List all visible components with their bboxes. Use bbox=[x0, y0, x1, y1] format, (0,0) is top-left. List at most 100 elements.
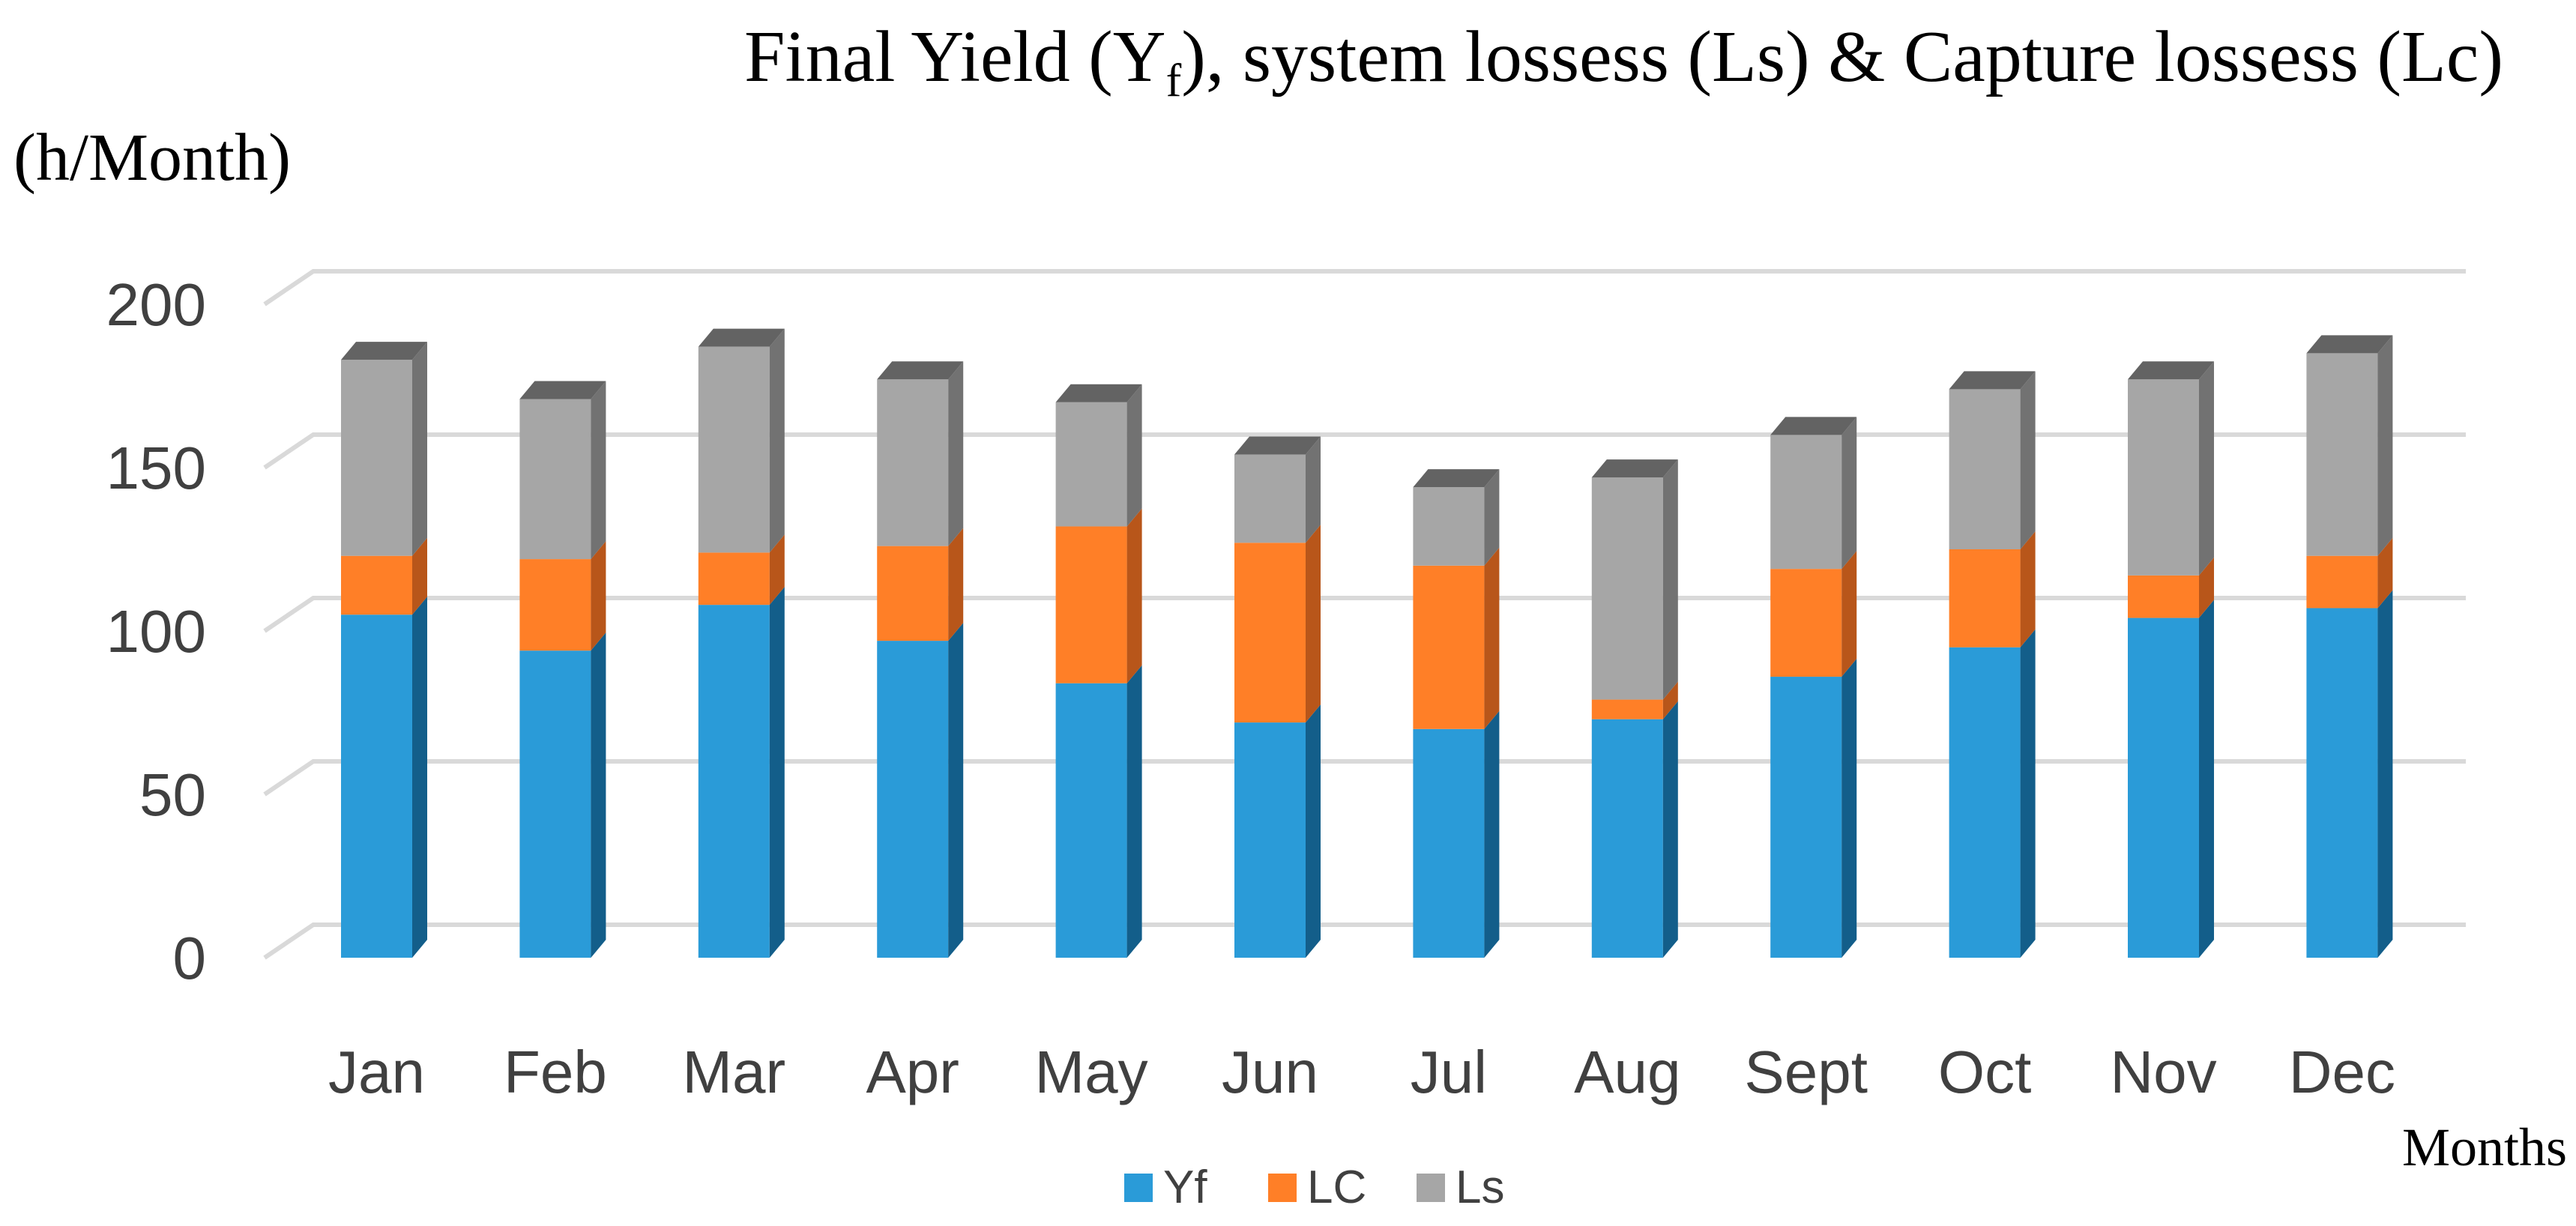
bar-segment-lc bbox=[877, 546, 949, 641]
bar-stack bbox=[341, 342, 427, 958]
bar-side-lc bbox=[2199, 557, 2214, 618]
bar-side-ls bbox=[948, 361, 964, 546]
bar-segment-yf bbox=[1413, 728, 1485, 958]
bar-segment-yf bbox=[2306, 608, 2378, 958]
bar-segment-yf bbox=[877, 641, 949, 958]
bar-side-yf bbox=[1306, 704, 1321, 958]
bar-stack bbox=[1055, 384, 1142, 958]
bar-segment-ls bbox=[1949, 389, 2021, 549]
bar-side-yf bbox=[2020, 629, 2036, 958]
y-axis-ticks: 0 50 100 150 200 bbox=[106, 271, 206, 991]
bar-segment-ls bbox=[341, 360, 412, 556]
legend-swatch-yf bbox=[1124, 1174, 1153, 1202]
bar-segment-lc bbox=[698, 552, 770, 606]
bar-segment-ls bbox=[1234, 454, 1306, 543]
x-tick-label: Mar bbox=[682, 1039, 785, 1105]
legend: Yf LC Ls bbox=[1124, 1162, 1504, 1213]
gridline bbox=[263, 596, 2466, 633]
x-tick-label: Oct bbox=[1938, 1039, 2031, 1105]
bar-side-lc bbox=[1306, 525, 1321, 723]
bar-stack bbox=[2306, 335, 2393, 958]
legend-swatch-lc bbox=[1268, 1174, 1297, 1202]
bar-side-lc bbox=[948, 528, 964, 641]
chart-title-subscript: f bbox=[1166, 55, 1182, 106]
bar-side-yf bbox=[948, 623, 964, 958]
bar-side-lc bbox=[1662, 681, 1678, 719]
bar-segment-ls bbox=[1770, 435, 1842, 570]
bar-side-yf bbox=[1484, 710, 1500, 958]
bar-stack bbox=[1949, 371, 2036, 958]
x-tick-label: Feb bbox=[504, 1039, 607, 1105]
bar-stack bbox=[2128, 361, 2214, 958]
x-tick-label: Dec bbox=[2289, 1039, 2395, 1105]
bar-stack bbox=[877, 361, 964, 958]
bar-segment-ls bbox=[519, 399, 591, 560]
bar-side-yf bbox=[1841, 659, 1857, 958]
bar-side-yf bbox=[2377, 590, 2393, 958]
gridline bbox=[263, 759, 2466, 797]
x-tick-label: Aug bbox=[1574, 1039, 1680, 1105]
bar-side-ls bbox=[2020, 371, 2036, 549]
bar-top bbox=[2306, 335, 2393, 354]
bar-segment-yf bbox=[1591, 719, 1663, 958]
bar-top bbox=[341, 342, 427, 360]
bar-segment-lc bbox=[1591, 699, 1663, 719]
bar-segment-ls bbox=[1591, 477, 1663, 700]
bar-side-yf bbox=[1126, 665, 1142, 958]
y-axis-label: (h/Month) bbox=[13, 121, 291, 195]
bar-segment-lc bbox=[2128, 575, 2199, 618]
x-tick-label: Sept bbox=[1744, 1039, 1868, 1105]
bar-side-ls bbox=[2377, 335, 2393, 556]
bar-side-lc bbox=[1126, 508, 1142, 683]
bar-segment-yf bbox=[1055, 683, 1127, 958]
bar-segment-ls bbox=[2128, 379, 2199, 576]
bar-segment-ls bbox=[1413, 487, 1485, 566]
gridline bbox=[263, 922, 2466, 960]
bar-side-ls bbox=[769, 328, 785, 553]
bar-side-yf bbox=[591, 632, 606, 958]
x-tick-label: Jun bbox=[1222, 1039, 1318, 1105]
gridline bbox=[263, 269, 2466, 306]
bar-segment-yf bbox=[1234, 722, 1306, 958]
bar-segment-ls bbox=[2306, 353, 2378, 556]
bar-top bbox=[1234, 436, 1321, 455]
bar-side-lc bbox=[2377, 537, 2393, 609]
bar-side-ls bbox=[1484, 469, 1500, 566]
bar-segment-ls bbox=[877, 379, 949, 546]
bar-stack bbox=[1413, 469, 1500, 958]
bar-segment-lc bbox=[1055, 526, 1127, 683]
bar-top bbox=[1591, 459, 1678, 478]
bar-segment-ls bbox=[1055, 402, 1127, 527]
bar-segment-yf bbox=[1949, 647, 2021, 958]
bar-side-lc bbox=[769, 534, 785, 606]
legend-label-lc: LC bbox=[1307, 1162, 1366, 1213]
gridlines bbox=[263, 269, 2466, 960]
bar-side-lc bbox=[1484, 547, 1500, 729]
bar-side-ls bbox=[591, 381, 606, 560]
bar-stack bbox=[698, 328, 785, 958]
bar-side-lc bbox=[1841, 551, 1857, 677]
bar-segment-yf bbox=[1770, 677, 1842, 958]
x-tick-label: Apr bbox=[866, 1039, 959, 1105]
bar-top bbox=[519, 381, 606, 399]
bar-segment-lc bbox=[519, 559, 591, 651]
bar-top bbox=[1770, 417, 1857, 435]
bar-segment-ls bbox=[698, 346, 770, 553]
bar-side-yf bbox=[1662, 701, 1678, 958]
x-tick-label: Jul bbox=[1411, 1039, 1487, 1105]
bar-top bbox=[698, 328, 785, 347]
bar-top bbox=[1949, 371, 2036, 390]
x-tick-label: May bbox=[1035, 1039, 1148, 1105]
bar-side-ls bbox=[1662, 459, 1678, 700]
bar-segment-lc bbox=[1949, 549, 2021, 647]
bar-side-ls bbox=[412, 342, 427, 556]
bar-stack bbox=[1591, 459, 1678, 958]
bar-side-ls bbox=[1126, 384, 1142, 527]
bar-side-yf bbox=[769, 587, 785, 958]
gridline bbox=[263, 432, 2466, 470]
y-tick-label: 200 bbox=[106, 271, 206, 338]
bar-side-lc bbox=[2020, 531, 2036, 647]
bar-side-ls bbox=[1841, 417, 1857, 570]
bars bbox=[341, 328, 2393, 958]
y-tick-label: 0 bbox=[173, 925, 207, 991]
